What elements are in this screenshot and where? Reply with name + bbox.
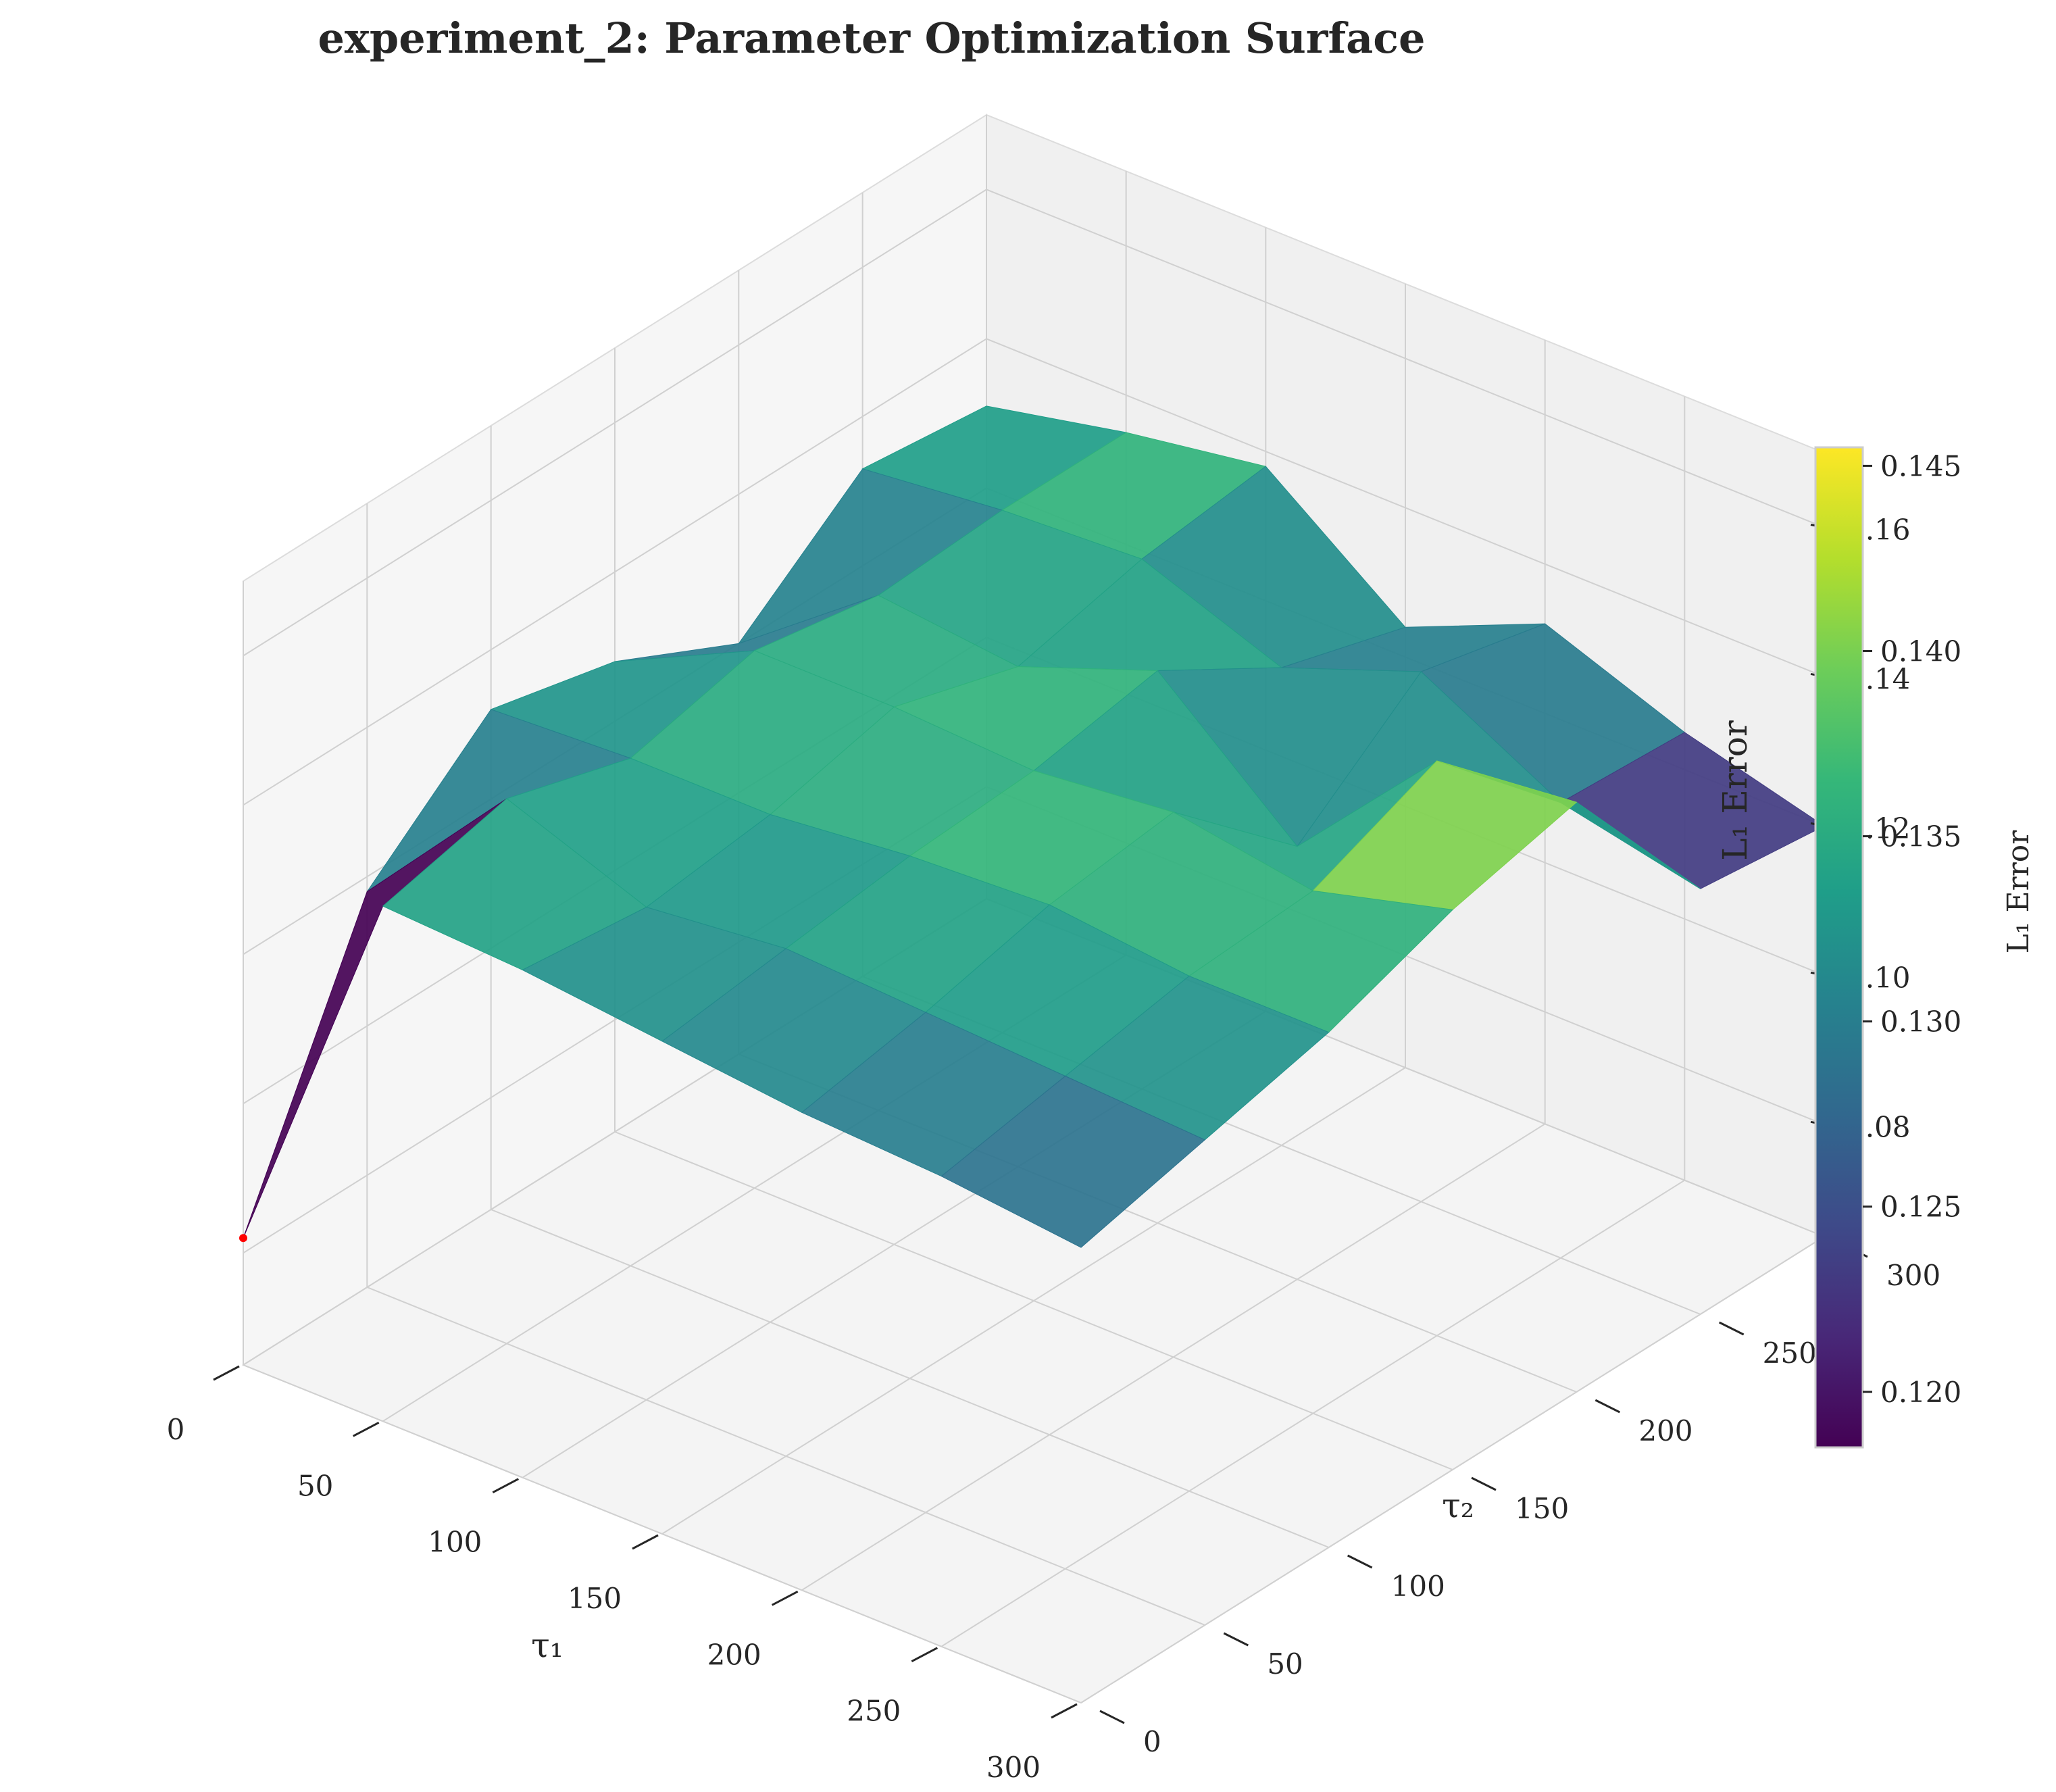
y-tick-label: 150: [1515, 1492, 1569, 1525]
x-tick-mark: [492, 1478, 520, 1493]
y-tick-label: 250: [1763, 1337, 1817, 1370]
y-tick-mark: [1471, 1476, 1497, 1491]
floor-gridline-y: [491, 1209, 1330, 1548]
x-tick-mark: [911, 1647, 938, 1662]
y-tick-label: 100: [1391, 1570, 1445, 1603]
colorbar-tick-label: 0.120: [1880, 1376, 1961, 1409]
surface-face: [941, 1075, 1206, 1248]
x-axis-label: τ₁: [531, 1626, 563, 1665]
colorbar-tick-label: 0.145: [1880, 449, 1961, 482]
colorbar: 0.120 0.125 0.130 0.135 0.140 0.145: [1814, 446, 1961, 1449]
colorbar-tick-label: 0.125: [1880, 1191, 1961, 1224]
axes-ticks: 0501001502002503000501001502002503000.08…: [167, 513, 1941, 1784]
x-tick-mark: [1051, 1703, 1078, 1719]
colorbar-tick-label: 0.140: [1880, 634, 1961, 668]
colorbar-tick-label: 0.130: [1880, 1005, 1961, 1039]
error-surface: [239, 405, 1825, 1248]
x-tick-label: 100: [428, 1526, 482, 1559]
x-tick-mark: [213, 1365, 240, 1381]
x-tick-label: 50: [297, 1469, 333, 1502]
colorbar-gradient: [1814, 446, 1864, 1449]
chart-title: experiment_2: Parameter Optimization Sur…: [318, 14, 1425, 63]
back-gridline-z: [986, 189, 1825, 528]
y-tick-mark: [1595, 1399, 1621, 1414]
x-tick-mark: [352, 1422, 380, 1437]
floor-gridline-y: [366, 1287, 1205, 1626]
colorbar-tick-label: 0.135: [1880, 820, 1961, 853]
y-tick-mark: [1347, 1554, 1373, 1569]
x-tick-mark: [771, 1591, 799, 1606]
x-tick-label: 200: [707, 1638, 761, 1671]
x-tick-mark: [632, 1534, 659, 1550]
x-tick-label: 150: [568, 1582, 622, 1615]
y-tick-mark: [1099, 1710, 1125, 1724]
x-tick-label: 0: [167, 1413, 185, 1446]
y-tick-label: 300: [1886, 1259, 1940, 1292]
left-gridline-z: [243, 338, 987, 806]
x-tick-label: 300: [986, 1751, 1040, 1784]
z-axis-label: L₁ Error: [1715, 720, 1755, 861]
y-axis-label: τ₂: [1442, 1486, 1474, 1525]
left-gridline-z: [243, 189, 987, 657]
y-tick-mark: [1718, 1321, 1745, 1336]
floor-gridline-y: [614, 1131, 1453, 1470]
y-tick-label: 0: [1143, 1725, 1161, 1758]
x-tick-label: 250: [847, 1695, 901, 1728]
back-gridline-z: [986, 338, 1825, 678]
best-point-marker: [239, 1234, 247, 1243]
y-tick-label: 200: [1638, 1414, 1693, 1447]
colorbar-label: L₁ Error: [2001, 830, 2036, 954]
y-tick-mark: [1223, 1632, 1249, 1647]
floor-gridline-y: [243, 1364, 1082, 1703]
y-tick-label: 50: [1267, 1647, 1303, 1681]
